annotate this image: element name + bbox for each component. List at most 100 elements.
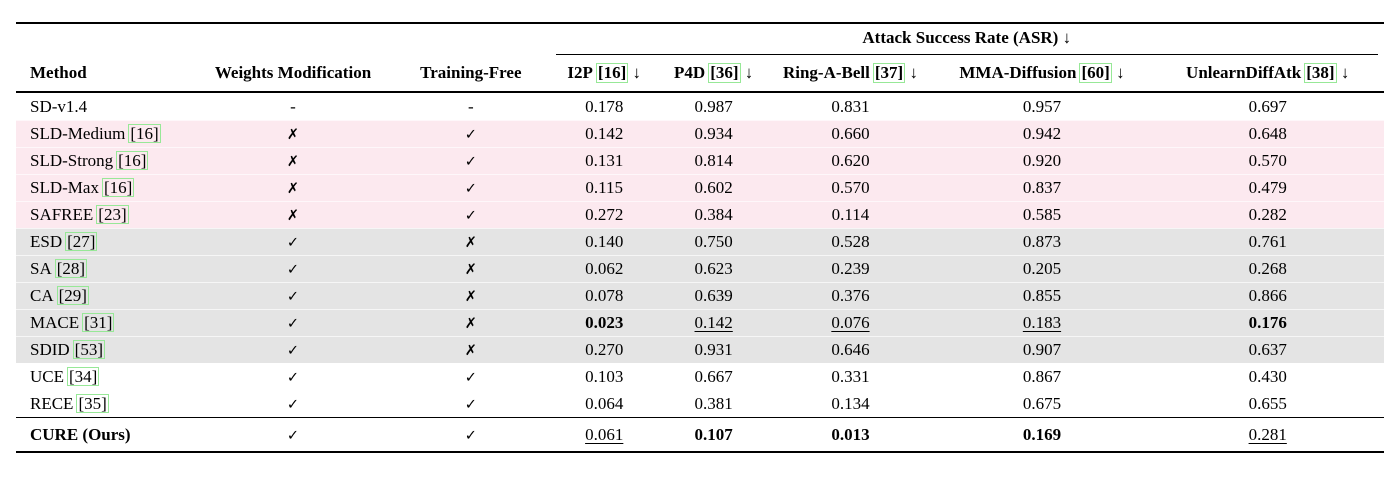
method-label: SD-v1.4 [30, 96, 88, 116]
citation-link-mma-diffusion[interactable]: [60] [1079, 63, 1112, 83]
citation-link-unlearndiffatk[interactable]: [38] [1304, 63, 1337, 83]
asr-value: 0.023 [585, 312, 624, 332]
asr-value: 0.381 [694, 393, 733, 413]
asr-value-cell-unlearndiffatk: 0.479 [1151, 174, 1384, 201]
asr-value-cell-mma-diffusion: 0.837 [932, 174, 1152, 201]
asr-value-cell-mma-diffusion: 0.585 [932, 201, 1152, 228]
citation-link-esd[interactable]: [27] [65, 231, 98, 252]
asr-value: 0.384 [694, 204, 733, 224]
citation-link-safree[interactable]: [23] [96, 204, 129, 225]
asr-value: 0.750 [694, 231, 733, 251]
asr-value: 0.934 [694, 123, 733, 143]
citation-link-rece[interactable]: [35] [76, 393, 109, 414]
asr-value: 0.272 [585, 204, 624, 224]
table-row: SA [28] ✓ ✗ 0.062 0.623 0.239 0.205 0.268 [16, 255, 1384, 282]
asr-value: 0.479 [1248, 177, 1287, 197]
citation-link-sa[interactable]: [28] [54, 258, 88, 279]
asr-value: 0.931 [694, 339, 733, 359]
citation-link-i2p[interactable]: [16] [595, 63, 629, 83]
asr-value: 0.134 [831, 393, 870, 413]
check-icon: ✓ [286, 261, 300, 278]
asr-value: 0.667 [694, 366, 733, 386]
column-header-label: Method [30, 63, 87, 82]
asr-value: 0.142 [694, 312, 733, 332]
asr-value-cell-mma-diffusion: 0.920 [932, 147, 1152, 174]
cross-icon: ✗ [286, 126, 300, 143]
asr-value: 0.639 [694, 285, 733, 305]
check-icon: ✓ [286, 234, 300, 251]
asr-value-cell-p4d: 0.934 [658, 120, 769, 147]
asr-value-cell-unlearndiffatk: 0.570 [1151, 147, 1384, 174]
training-free-cell: ✓ [392, 390, 549, 418]
citation-link-ca[interactable]: [29] [56, 285, 89, 306]
citation-link-sld-strong[interactable]: [16] [116, 150, 149, 171]
dash-placeholder: - [468, 96, 474, 116]
asr-value: 0.697 [1248, 96, 1287, 116]
citation-link-ring-a-bell[interactable]: [37] [872, 63, 906, 83]
asr-value-cell-i2p: 0.023 [549, 309, 659, 336]
weights-modification-cell: ✗ [193, 174, 393, 201]
asr-value: 0.637 [1248, 339, 1287, 359]
asr-value: 0.114 [831, 204, 870, 224]
method-label: SDID [30, 339, 70, 359]
asr-value: 0.178 [585, 96, 624, 116]
table-row: CURE (Ours) ✓ ✓ 0.061 0.107 0.013 0.169 0.281 [16, 417, 1384, 452]
weights-modification-cell: ✗ [193, 201, 393, 228]
training-free-cell: ✓ [392, 363, 549, 390]
column-header-unlearndiffatk: UnlearnDiffAtk [38] ↓ [1151, 55, 1384, 93]
asr-value: 0.107 [694, 424, 733, 444]
training-free-cell: ✓ [392, 147, 550, 174]
citation-link-uce[interactable]: [34] [67, 366, 100, 387]
asr-value: 0.115 [585, 177, 624, 197]
down-arrow-icon: ↓ [628, 63, 642, 82]
asr-value-cell-unlearndiffatk: 0.655 [1151, 390, 1384, 418]
check-icon: ✓ [286, 315, 300, 332]
asr-value: 0.528 [831, 231, 870, 251]
training-free-cell: ✓ [392, 417, 550, 452]
check-icon: ✓ [286, 396, 300, 413]
cross-icon: ✗ [286, 207, 300, 224]
citation-link-p4d[interactable]: [36] [708, 63, 741, 83]
table-row: SAFREE [23] ✗ ✓ 0.272 0.384 0.114 0.585 0.282 [16, 201, 1384, 228]
asr-value: 0.076 [831, 312, 870, 332]
down-arrow-icon: ↓ [740, 63, 754, 82]
column-header-i2p: I2P [16] ↓ [549, 55, 659, 93]
column-header-label: P4D [674, 63, 706, 82]
table-row: SLD-Medium [16] ✗ ✓ 0.142 0.934 0.660 0.942 0.64… [16, 120, 1384, 147]
column-header-p4d: P4D [36] ↓ [658, 55, 769, 93]
weights-modification-cell: ✓ [194, 363, 392, 390]
asr-value: 0.061 [585, 424, 624, 444]
method-label: RECE [30, 393, 74, 413]
citation-link-mace[interactable]: [31] [82, 312, 115, 333]
asr-value-cell-unlearndiffatk: 0.430 [1151, 363, 1384, 390]
asr-value-cell-mma-diffusion: 0.205 [932, 255, 1152, 282]
training-free-cell: - [392, 92, 549, 120]
asr-value: 0.268 [1248, 258, 1287, 278]
asr-value: 0.131 [585, 150, 624, 170]
column-header-training-free: Training-Free [392, 55, 550, 93]
asr-value-cell-p4d: 0.750 [658, 228, 769, 255]
asr-value-cell-i2p: 0.131 [549, 147, 659, 174]
asr-value-cell-mma-diffusion: 0.942 [932, 120, 1152, 147]
asr-value-cell-i2p: 0.103 [550, 363, 659, 390]
citation-link-sld-max[interactable]: [16] [101, 177, 135, 198]
training-free-cell: ✗ [392, 228, 550, 255]
method-label: SA [30, 258, 52, 278]
method-label: UCE [30, 366, 64, 386]
asr-value-cell-ring-a-bell: 0.114 [768, 201, 933, 228]
cross-icon: ✗ [464, 342, 477, 359]
weights-modification-cell: ✓ [193, 417, 393, 452]
column-header-ring-a-bell: Ring-A-Bell [37] ↓ [768, 55, 933, 93]
method-cell: SLD-Medium [16] [16, 120, 194, 147]
check-icon: ✓ [464, 369, 477, 386]
group-header-row: Attack Success Rate (ASR) ↓ [16, 23, 1384, 55]
asr-value: 0.142 [585, 123, 624, 143]
citation-link-sld-medium[interactable]: [16] [128, 123, 161, 144]
asr-value-cell-unlearndiffatk: 0.866 [1151, 282, 1384, 309]
asr-value: 0.855 [1022, 285, 1062, 305]
method-cell: SDID [53] [16, 336, 194, 363]
citation-link-sdid[interactable]: [53] [72, 339, 105, 360]
weights-modification-cell: ✓ [193, 255, 393, 282]
dash-placeholder: - [290, 96, 296, 116]
asr-value-cell-i2p: 0.115 [549, 174, 659, 201]
